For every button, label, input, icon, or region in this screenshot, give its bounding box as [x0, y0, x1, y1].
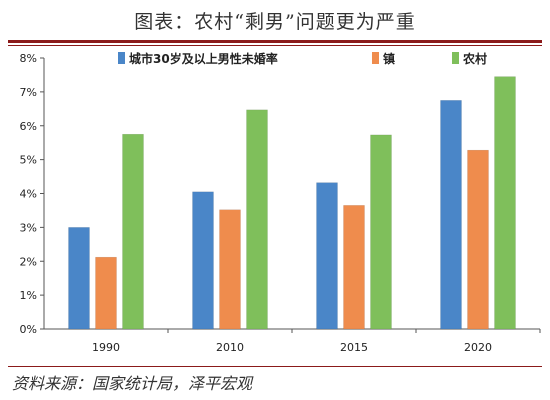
title-rule-bottom: [8, 45, 542, 46]
legend-swatch-3: [452, 52, 459, 64]
y-tick-label: 2%: [20, 255, 37, 268]
bar-2020-series-3: [494, 76, 516, 330]
bar-2015-series-1: [316, 182, 338, 330]
bar-2020-series-2: [467, 149, 489, 330]
y-tick-label: 1%: [20, 289, 37, 302]
y-tick-label: 6%: [20, 120, 37, 133]
legend-swatch-2: [372, 52, 379, 64]
footer-rule: [8, 366, 542, 367]
legend-label-2: 镇: [383, 51, 395, 66]
y-tick-label: 4%: [20, 188, 37, 201]
bar-2010-series-1: [192, 191, 214, 330]
bar-2010-series-3: [246, 109, 268, 330]
x-tick-label: 1990: [92, 341, 120, 354]
source-note: 资料来源：国家统计局，泽平宏观: [12, 374, 253, 393]
y-tick-label: 8%: [20, 52, 37, 65]
x-tick-label: 2020: [464, 341, 492, 354]
y-tick-label: 3%: [20, 221, 37, 234]
legend-swatch-1: [118, 52, 125, 64]
bar-1990-series-1: [68, 227, 90, 330]
x-tick-label: 2010: [216, 341, 244, 354]
x-tick-label: 2015: [340, 341, 368, 354]
legend-label-1: 城市30岁及以上男性未婚率: [129, 51, 278, 66]
bar-chart: 0% 1% 2% 3% 4% 5% 6% 7% 8% 1990 2010 2015 2020 城市30岁…: [20, 51, 541, 354]
legend-label-3: 农村: [462, 51, 487, 66]
chart-title: 图表：农村“剩男”问题更为严重: [134, 10, 416, 33]
bar-1990-series-2: [95, 256, 117, 330]
bar-2010-series-2: [219, 209, 241, 330]
y-tick-label: 0%: [20, 323, 37, 336]
bar-2020-series-1: [440, 100, 462, 330]
y-tick-label: 7%: [20, 86, 37, 99]
bar-2015-series-2: [343, 205, 365, 330]
bar-1990-series-3: [122, 133, 144, 330]
y-tick-label: 5%: [20, 154, 37, 167]
title-rule-top: [8, 40, 542, 43]
bar-2015-series-3: [370, 134, 392, 330]
